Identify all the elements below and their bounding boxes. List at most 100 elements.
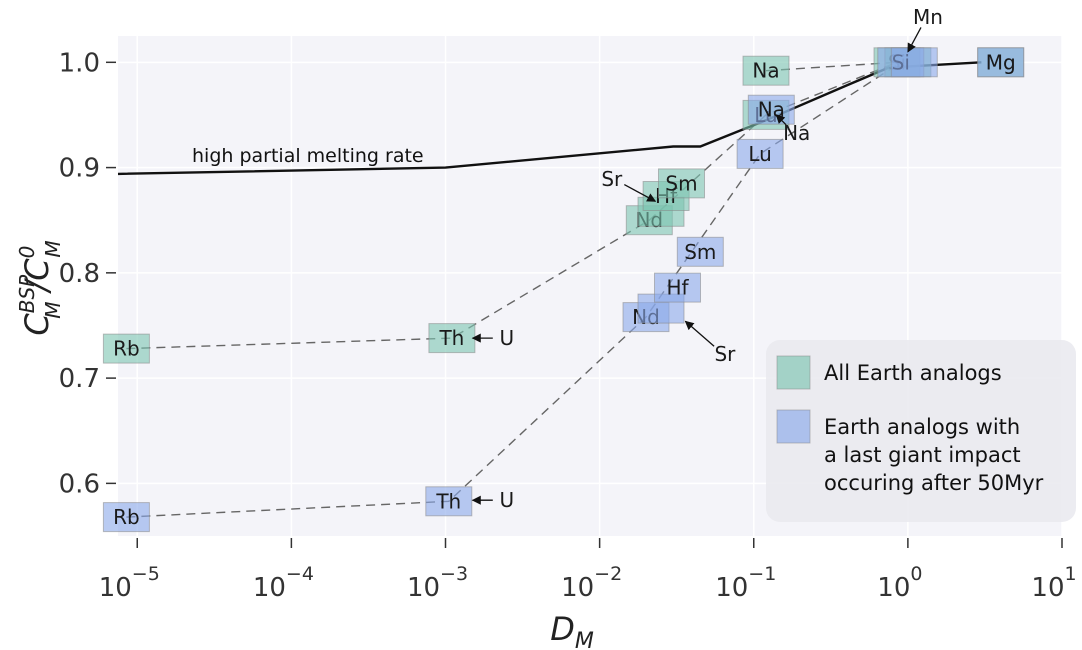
legend-item-all: All Earth analogs bbox=[776, 355, 1002, 390]
x-tick-label: 10−1 bbox=[715, 563, 776, 603]
y-axis-title-text: CBSP M/C0 M bbox=[15, 240, 65, 335]
y-slash: / bbox=[18, 278, 56, 295]
melt-line-label: high partial melting rate bbox=[192, 145, 424, 167]
box-rect bbox=[425, 486, 473, 517]
annotation-arrow bbox=[684, 320, 715, 347]
box-rect bbox=[977, 47, 1025, 78]
x-tick-base: 10 bbox=[99, 573, 132, 603]
box-late-rb: Rb bbox=[102, 502, 150, 533]
y-num-sup: BSP bbox=[15, 274, 39, 313]
box-label: Sm bbox=[665, 171, 697, 195]
y-ticks: 0.6 0.7 0.8 0.9 1.0 bbox=[59, 48, 116, 499]
legend-item-late: Earth analogs with a last giant impact occ… bbox=[776, 409, 1044, 495]
y-tick-label: 0.7 bbox=[59, 364, 100, 394]
box-late-sm: Sm bbox=[676, 236, 724, 267]
x-tick-base: 10 bbox=[253, 573, 286, 603]
x-tick-exp: −4 bbox=[286, 563, 314, 585]
box-all-th: Th bbox=[428, 323, 476, 354]
box-rect bbox=[742, 55, 790, 86]
box-label: Th bbox=[438, 326, 464, 350]
box-rect bbox=[428, 323, 476, 354]
x-tick-exp: 1 bbox=[1065, 563, 1077, 585]
y-num-base: C bbox=[18, 313, 56, 336]
data-boxes: RbThNdSrHfSmLuNaSiMnMgRbThNdSrHfSmLuNaSi… bbox=[102, 47, 1025, 533]
x-tick-label: 10−4 bbox=[253, 563, 314, 603]
box-rect bbox=[102, 502, 150, 533]
annotation-text: U bbox=[499, 326, 514, 350]
box-label: Th bbox=[435, 489, 461, 513]
legend-label: All Earth analogs bbox=[824, 361, 1002, 385]
y-tick-label: 0.9 bbox=[59, 154, 100, 184]
legend-label: a last giant impact bbox=[824, 443, 1021, 467]
annotation-text: Mn bbox=[913, 5, 943, 29]
y-tick-label: 0.6 bbox=[59, 469, 100, 499]
legend: All Earth analogs Earth analogs with a las… bbox=[766, 340, 1076, 522]
box-all-rb: Rb bbox=[102, 333, 150, 364]
x-axis-sub: M bbox=[575, 629, 594, 650]
box-rect bbox=[736, 138, 784, 169]
box-label: Rb bbox=[113, 505, 140, 529]
y-den-sup: 0 bbox=[15, 246, 39, 259]
y-tick-label: 0.8 bbox=[59, 259, 100, 289]
annotations: Mn Na Sr Sr U U bbox=[471, 5, 943, 512]
x-tick-base: 10 bbox=[407, 573, 440, 603]
x-tick-exp: −1 bbox=[748, 563, 776, 585]
box-rect bbox=[747, 94, 795, 125]
annotation-arrow bbox=[623, 184, 657, 202]
annotation-sr: Sr bbox=[684, 320, 736, 366]
box-late-lu: Lu bbox=[736, 138, 784, 169]
annotation-na: Na bbox=[775, 114, 810, 145]
annotation-text: Na bbox=[783, 121, 810, 145]
x-tick-exp: −2 bbox=[594, 563, 622, 585]
y-num-sub: M bbox=[41, 302, 65, 319]
annotation-sr: Sr bbox=[601, 167, 657, 202]
annotation-text: U bbox=[499, 488, 514, 512]
x-axis-base: D bbox=[550, 610, 575, 648]
box-rect bbox=[676, 236, 724, 267]
box-label: Hf bbox=[666, 276, 689, 300]
box-label: Na bbox=[752, 59, 779, 83]
x-tick-label: 101 bbox=[1031, 563, 1076, 603]
x-tick-exp: −3 bbox=[440, 563, 468, 585]
box-label: Mg bbox=[986, 50, 1016, 74]
x-tick-base: 10 bbox=[1031, 573, 1064, 603]
x-ticks: 10−5 10−4 10−3 10−2 10−1 100 101 bbox=[99, 538, 1077, 603]
box-label: Lu bbox=[748, 142, 771, 166]
x-tick-exp: 0 bbox=[910, 563, 922, 585]
box-label: Rb bbox=[113, 337, 140, 361]
annotation-text: Sr bbox=[714, 342, 736, 366]
legend-label: Earth analogs with bbox=[824, 415, 1020, 439]
y-den-sub: M bbox=[41, 240, 65, 257]
y-tick-label: 1.0 bbox=[59, 48, 100, 78]
box-late-th: Th bbox=[425, 486, 473, 517]
box-label: Sm bbox=[684, 240, 716, 264]
box-all-sm: Sm bbox=[658, 168, 705, 199]
annotation-u: U bbox=[471, 488, 514, 512]
x-tick-label: 10−3 bbox=[407, 563, 468, 603]
y-axis-title: CBSP M/C0 M bbox=[15, 240, 65, 335]
annotation-text: Sr bbox=[601, 167, 623, 191]
annotation-arrow bbox=[775, 114, 787, 126]
box-rect bbox=[658, 168, 705, 199]
x-tick-base: 10 bbox=[561, 573, 594, 603]
box-rect bbox=[890, 47, 938, 78]
box-rect bbox=[654, 272, 701, 303]
x-tick-label: 100 bbox=[877, 563, 922, 603]
x-axis-title: DM bbox=[550, 610, 594, 650]
x-tick-base: 10 bbox=[877, 573, 910, 603]
box-late-mg: Mg bbox=[977, 47, 1025, 78]
annotation-u: U bbox=[471, 326, 514, 350]
y-den-base: C bbox=[18, 258, 56, 281]
legend-swatch bbox=[776, 409, 811, 444]
legend-box bbox=[766, 340, 1076, 522]
x-tick-label: 10−5 bbox=[99, 563, 160, 603]
box-label: Mn bbox=[899, 50, 929, 74]
box-label: Na bbox=[758, 98, 785, 122]
annotation-arrow bbox=[907, 27, 922, 53]
annotation-mn: Mn bbox=[907, 5, 943, 53]
grid bbox=[118, 36, 1063, 536]
box-late-mn: Mn bbox=[890, 47, 938, 78]
legend-label: occuring after 50Myr bbox=[824, 471, 1044, 495]
